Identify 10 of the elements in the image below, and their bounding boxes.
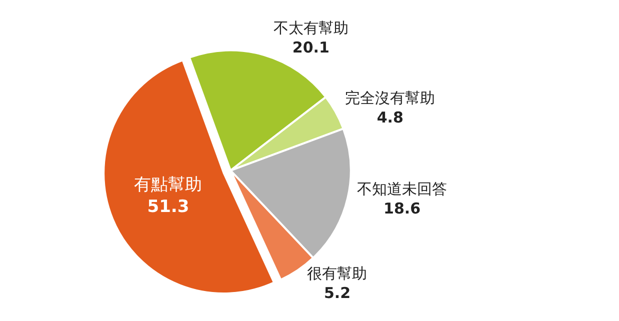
slice-label: 很有幫助 bbox=[307, 264, 368, 282]
data-label: 51.3 bbox=[147, 197, 190, 218]
slice-label: 不知道未回答 bbox=[357, 180, 448, 198]
data-label: 18.6 bbox=[384, 200, 421, 218]
data-label: 5.2 bbox=[324, 284, 351, 302]
slice-label: 完全沒有幫助 bbox=[345, 89, 436, 108]
data-label: 4.8 bbox=[376, 108, 404, 127]
slice-label: 有點幫助 bbox=[134, 175, 202, 196]
data-label: 20.1 bbox=[292, 38, 330, 56]
slice-label: 不太有幫助 bbox=[273, 18, 348, 37]
